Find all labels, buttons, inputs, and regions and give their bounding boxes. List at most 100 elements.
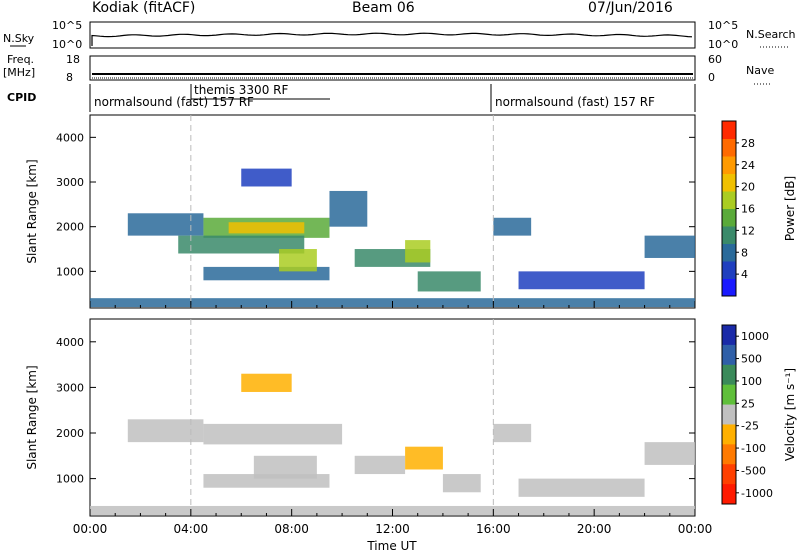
velocity-colorbar-swatch bbox=[722, 364, 736, 386]
cpid-segment-1: normalsound (fast) 157 RF bbox=[94, 95, 254, 109]
nsearch-tick-top: 10^5 bbox=[708, 19, 738, 32]
power-ytick-label: 2000 bbox=[56, 221, 84, 234]
x-tick-label: 00:00 bbox=[73, 522, 108, 536]
nsearch-label: N.Search bbox=[746, 28, 796, 41]
power-colorbar-swatch bbox=[722, 138, 736, 157]
velocity-ytick-label: 4000 bbox=[56, 336, 84, 349]
power-colorbar-swatch bbox=[722, 243, 736, 262]
nsky-label: N.Sky bbox=[3, 32, 35, 45]
power-cell-7 bbox=[329, 190, 368, 227]
x-tick-label: 08:00 bbox=[274, 522, 309, 536]
power-y-axis-title: Slant Range [km] bbox=[25, 159, 39, 263]
power-cell-1 bbox=[127, 213, 204, 236]
power-colorbar-swatch bbox=[722, 191, 736, 209]
velocity-cell-10 bbox=[644, 442, 695, 465]
velocity-colorbar-title: Velocity [m s⁻¹] bbox=[783, 368, 797, 461]
power-colorbar-label: 12 bbox=[741, 224, 755, 237]
power-cell-13 bbox=[644, 235, 695, 258]
freq-tick-bottom: 8 bbox=[66, 71, 73, 84]
power-cell-9 bbox=[405, 240, 431, 263]
nave-tick-bottom: 0 bbox=[708, 71, 715, 84]
nsky-tick-top: 10^5 bbox=[52, 19, 82, 32]
power-colorbar-label: 28 bbox=[741, 137, 755, 150]
velocity-colorbar-swatch bbox=[722, 444, 736, 465]
power-colorbar-swatch bbox=[722, 156, 736, 174]
velocity-colorbar-label: 1000 bbox=[741, 330, 769, 343]
velocity-cell-11 bbox=[241, 373, 292, 392]
velocity-cell-4 bbox=[253, 455, 317, 479]
velocity-colorbar-swatch bbox=[722, 404, 736, 425]
velocity-colorbar-label: -500 bbox=[741, 464, 766, 477]
power-colorbar-swatch bbox=[722, 121, 736, 139]
velocity-cell-1 bbox=[127, 419, 204, 443]
x-tick-label: 16:00 bbox=[476, 522, 511, 536]
velocity-y-axis-title: Slant Range [km] bbox=[25, 365, 39, 469]
velocity-colorbar-swatch bbox=[722, 464, 736, 485]
freq-panel: Freq. [MHz] 18 8 60 0 Nave bbox=[3, 53, 774, 85]
velocity-colorbar-label: 500 bbox=[741, 353, 762, 366]
power-cell-3 bbox=[228, 222, 305, 234]
velocity-colorbar-label: 25 bbox=[741, 397, 755, 410]
power-colorbar-title: Power [dB] bbox=[783, 176, 797, 241]
cpid-segment-2: themis 3300 RF bbox=[194, 83, 288, 97]
nave-label: Nave bbox=[746, 64, 774, 77]
power-colorbar-label: 4 bbox=[741, 268, 748, 281]
power-cell-14 bbox=[241, 168, 292, 187]
power-colorbar-swatch bbox=[722, 173, 736, 192]
velocity-cell-6 bbox=[405, 446, 443, 470]
velocity-ytick-label: 3000 bbox=[56, 381, 84, 394]
freq-unit: [MHz] bbox=[3, 66, 35, 79]
velocity-colorbar-label: -100 bbox=[741, 442, 766, 455]
velocity-colorbar-label: 100 bbox=[741, 375, 762, 388]
velocity-cell-2 bbox=[203, 423, 343, 445]
velocity-panel: 1000 2000 3000 4000 Slant Range [km] 1000 500 1… bbox=[25, 318, 797, 517]
x-tick-label: 04:00 bbox=[174, 522, 209, 536]
velocity-colorbar-swatch bbox=[722, 424, 736, 445]
beam-label: Beam 06 bbox=[352, 0, 415, 16]
power-colorbar-swatch bbox=[722, 226, 736, 244]
power-ytick-label: 4000 bbox=[56, 131, 84, 144]
x-tick-label: 00:00 bbox=[678, 522, 713, 536]
nsky-tick-bottom: 10^0 bbox=[52, 38, 82, 51]
power-cell-6 bbox=[279, 249, 317, 272]
cpid-segment-3: normalsound (fast) 157 RF bbox=[495, 95, 655, 109]
power-colorbar-label: 16 bbox=[741, 203, 755, 216]
power-panel: 1000 2000 3000 4000 Slant Range [km] 4 8 12 16 20… bbox=[25, 114, 797, 309]
velocity-colorbar-label: -25 bbox=[741, 420, 759, 433]
power-cell-4 bbox=[178, 235, 305, 254]
power-colorbar-swatch bbox=[722, 208, 736, 227]
power-ytick-label: 3000 bbox=[56, 176, 84, 189]
freq-tick-top: 18 bbox=[66, 53, 80, 66]
velocity-colorbar-swatch bbox=[722, 484, 736, 505]
x-axis-title: Time UT bbox=[366, 539, 417, 553]
velocity-ytick-label: 2000 bbox=[56, 427, 84, 440]
power-colorbar-label: 20 bbox=[741, 181, 755, 194]
velocity-cell-8 bbox=[493, 423, 532, 443]
x-tick-label: 20:00 bbox=[577, 522, 612, 536]
cpid-panel: CPID normalsound (fast) 157 RF themis 33… bbox=[7, 83, 696, 112]
velocity-colorbar-frame bbox=[721, 324, 737, 505]
velocity-cell-7 bbox=[442, 474, 481, 493]
time-axis: 00:00 04:00 08:00 12:00 16:00 20:00 00:00 bbox=[73, 522, 713, 536]
x-tick-label: 12:00 bbox=[375, 522, 410, 536]
velocity-colorbar-label: -1000 bbox=[741, 487, 773, 500]
power-cell-11 bbox=[493, 217, 532, 236]
velocity-cell-9 bbox=[518, 478, 645, 497]
power-colorbar-label: 24 bbox=[741, 159, 755, 172]
freq-label: Freq. bbox=[7, 53, 34, 66]
power-cell-10 bbox=[417, 271, 481, 292]
velocity-colorbar-swatch bbox=[722, 325, 736, 346]
nave-tick-top: 60 bbox=[708, 53, 722, 66]
station-title: Kodiak (fitACF) bbox=[92, 0, 196, 16]
velocity-ytick-label: 1000 bbox=[56, 473, 84, 486]
date-label: 07/Jun/2016 bbox=[588, 0, 673, 16]
power-colorbar-swatch bbox=[722, 261, 736, 279]
nsky-panel: N.Sky 10^5 10^0 10^5 10^0 N.Search bbox=[3, 19, 796, 51]
power-colorbar-label: 8 bbox=[741, 246, 748, 259]
cpid-label: CPID bbox=[7, 91, 36, 104]
power-cell-12 bbox=[518, 271, 645, 290]
nsearch-tick-bottom: 10^0 bbox=[708, 38, 738, 51]
velocity-colorbar-swatch bbox=[722, 344, 736, 366]
